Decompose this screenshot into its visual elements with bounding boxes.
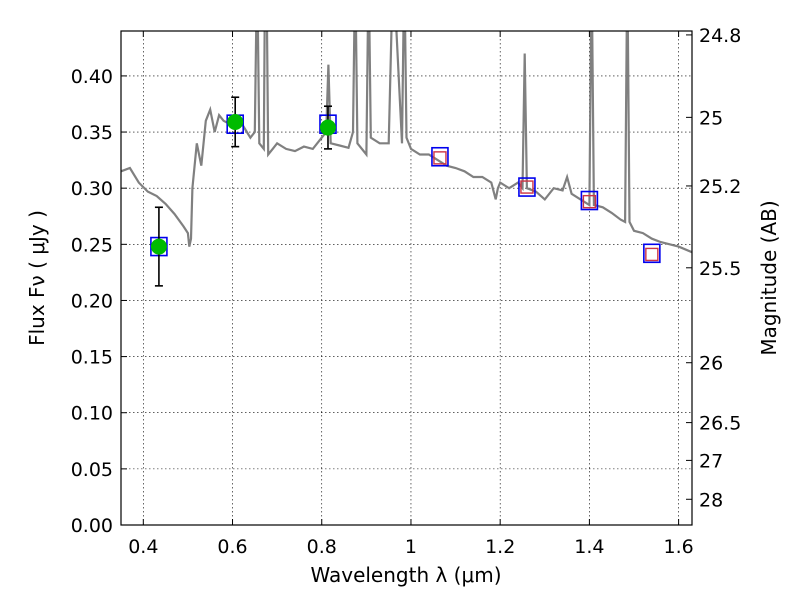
nir-band-markers — [433, 151, 659, 262]
model-band-box — [580, 190, 599, 211]
observed-points — [150, 113, 336, 255]
x-tick-label: 1.4 — [574, 536, 604, 558]
mag-tick-label: 26.5 — [699, 413, 741, 435]
right-axis-title: Magnitude (AB) — [757, 200, 781, 355]
model-band-boxes — [150, 114, 661, 264]
y-axis-ticks: 0.00 0.05 0.10 0.15 0.20 0.25 0.30 0.35 0.40 — [71, 66, 127, 537]
nir-band-marker — [520, 180, 534, 194]
error-bars — [154, 96, 332, 287]
y-tick-label: 0.15 — [71, 347, 113, 369]
mag-tick-label: 25 — [699, 107, 723, 129]
plot-area — [121, 31, 692, 287]
x-tick-label: 1.2 — [485, 536, 515, 558]
y-tick-label: 0.30 — [71, 178, 113, 200]
y-tick-label: 0.40 — [71, 66, 113, 88]
x-axis-title: Wavelength λ (μm) — [310, 563, 501, 587]
x-axis-ticks: 0.4 0.6 0.8 1 1.2 1.4 1.6 — [128, 31, 694, 558]
observed-point — [150, 238, 167, 255]
observed-point — [319, 119, 336, 136]
nir-band-marker — [582, 194, 597, 209]
model-band-box — [518, 177, 536, 197]
x-tick-label: 0.8 — [307, 536, 337, 558]
y-tick-label: 0.05 — [71, 459, 113, 481]
y-tick-label: 0.00 — [71, 515, 113, 537]
magnitude-axis-ticks: 24.8 25 25.2 25.5 26 26.5 27 28 — [686, 25, 741, 511]
y-axis-title: Flux Fν ( μJy ) — [25, 210, 49, 346]
x-tick-label: 1.6 — [664, 536, 694, 558]
mag-tick-label: 25.2 — [699, 176, 741, 198]
observed-point — [227, 113, 244, 130]
mag-tick-label: 26 — [699, 353, 723, 375]
y-tick-label: 0.20 — [71, 290, 113, 312]
model-spectrum-line — [121, 31, 692, 254]
y-tick-label: 0.35 — [71, 122, 113, 144]
x-tick-label: 0.6 — [217, 536, 247, 558]
x-tick-label: 0.4 — [128, 536, 158, 558]
nir-band-marker — [433, 151, 447, 165]
model-band-box — [431, 146, 449, 167]
mag-tick-label: 24.8 — [699, 25, 741, 47]
mag-tick-label: 27 — [699, 450, 723, 472]
model-band-box — [643, 243, 661, 264]
plot-frame — [120, 30, 693, 526]
x-tick-label: 1 — [405, 536, 417, 558]
y-tick-label: 0.10 — [71, 403, 113, 425]
mag-tick-label: 28 — [699, 489, 723, 511]
y-tick-label: 0.25 — [71, 234, 113, 256]
mag-tick-label: 25.5 — [699, 258, 741, 280]
nir-band-marker — [645, 247, 659, 262]
